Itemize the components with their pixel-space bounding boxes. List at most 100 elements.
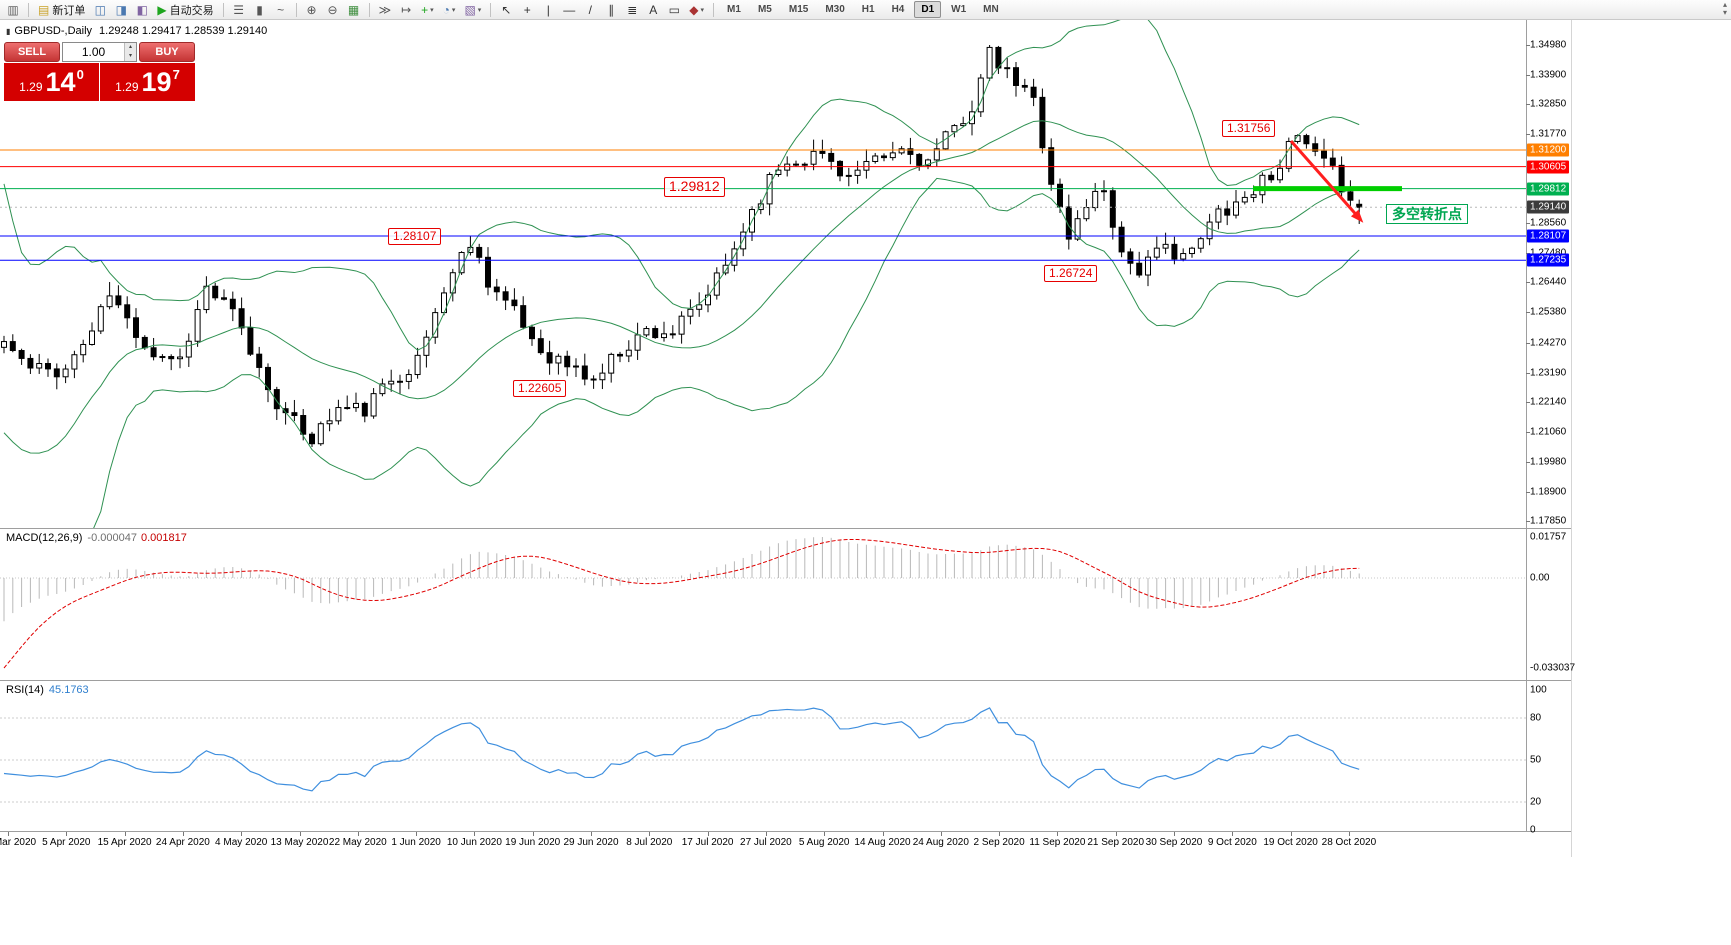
- price-axis-tickmark: [1526, 75, 1530, 76]
- panel-separator-rsi[interactable]: [0, 680, 1572, 681]
- candlestick-chart-button[interactable]: ▮: [250, 1, 270, 19]
- volume-increase-button[interactable]: ▴: [125, 43, 136, 52]
- buy-button[interactable]: BUY: [139, 42, 195, 62]
- dropdown-arrow-icon[interactable]: ▾: [477, 6, 482, 14]
- clock-icon: ◔: [442, 2, 450, 17]
- price-text-label-1.31756[interactable]: 1.31756: [1222, 120, 1276, 137]
- ask-price-big: 19: [141, 66, 172, 97]
- toolbar-separator: [28, 2, 29, 17]
- timeframe-h1-button[interactable]: H1: [861, 4, 875, 15]
- toolbar-separator: [222, 2, 224, 17]
- toolbar-scroll-control[interactable]: ▴ ▾: [1723, 1, 1727, 17]
- price-text-label-1.29812[interactable]: 1.29812: [664, 177, 725, 197]
- cursor-button[interactable]: ↖: [496, 1, 516, 19]
- rsi-axis-label: 20: [1530, 796, 1542, 808]
- scroll-up-icon[interactable]: ▴: [1722, 0, 1727, 9]
- trend-arrow-head[interactable]: [1350, 209, 1364, 223]
- chart-window-button[interactable]: ▥: [3, 1, 23, 19]
- date-axis-tickmark: [241, 832, 242, 836]
- shapes-button[interactable]: ◆ ▾: [685, 1, 708, 19]
- navigator-icon: ◧: [136, 2, 149, 17]
- price-text-label-1.26724[interactable]: 1.26724: [1044, 265, 1098, 282]
- date-axis-tickmark: [1057, 832, 1058, 836]
- timeframe-m15-button[interactable]: M15: [788, 4, 809, 15]
- date-axis-tickmark: [999, 832, 1000, 836]
- channel-button[interactable]: ∥: [601, 1, 621, 19]
- date-axis-tickmark: [183, 832, 184, 836]
- price-text-label-1.28107[interactable]: 1.28107: [388, 228, 442, 245]
- data-window-button[interactable]: ◨: [111, 1, 131, 19]
- auto-scroll-button[interactable]: ≫: [375, 1, 396, 19]
- date-axis-tickmark: [1232, 832, 1233, 836]
- zoom-in-button[interactable]: ⊕: [302, 1, 322, 19]
- macd-panel-canvas[interactable]: [0, 529, 1526, 680]
- navigator-button[interactable]: ◧: [132, 1, 152, 19]
- bar-chart-button[interactable]: ☰: [229, 1, 249, 19]
- timeframe-h4-button[interactable]: H4: [891, 4, 905, 15]
- zoom-out-button[interactable]: ⊖: [323, 1, 343, 19]
- price-text-label-1.22605[interactable]: 1.22605: [513, 380, 567, 397]
- bid-price-prefix: 1.29: [19, 80, 43, 94]
- sell-button[interactable]: SELL: [4, 42, 60, 62]
- date-axis-label: 17 Jul 2020: [681, 837, 734, 848]
- price-axis-tick: 1.22140: [1530, 396, 1567, 408]
- tile-windows-button[interactable]: ▦: [344, 1, 364, 19]
- horizontal-line-button[interactable]: —: [559, 1, 579, 19]
- date-axis-tickmark: [708, 832, 709, 836]
- price-axis-border: [1526, 20, 1527, 832]
- market-watch-button[interactable]: ◫: [90, 1, 110, 19]
- new-order-button-label: 新订单: [52, 4, 86, 17]
- templates-button[interactable]: ▧ ▾: [460, 1, 485, 19]
- line-chart-button[interactable]: ~: [271, 1, 291, 19]
- market-watch-icon: ◫: [94, 2, 107, 17]
- date-axis-label: 4 May 2020: [215, 837, 268, 848]
- trendline-button[interactable]: /: [580, 1, 600, 19]
- volume-value[interactable]: 1.00: [81, 45, 106, 59]
- date-axis-label: 19 Jun 2020: [505, 837, 561, 848]
- symbol-timeframe-text: GBPUSD-,Daily: [14, 25, 93, 37]
- panel-separator-macd[interactable]: [0, 528, 1572, 529]
- periods-button[interactable]: ◔ ▾: [439, 1, 460, 19]
- ask-price-prefix: 1.29: [115, 80, 139, 94]
- timeframe-w1-button[interactable]: W1: [951, 4, 967, 15]
- dropdown-arrow-icon[interactable]: ▾: [700, 6, 705, 14]
- volume-field[interactable]: 1.00 ▴ ▾: [62, 42, 137, 62]
- ask-price-panel[interactable]: 1.29 19 7: [100, 63, 195, 101]
- vertical-line-button[interactable]: |: [538, 1, 558, 19]
- turning-point-text-label[interactable]: 多空转折点: [1386, 204, 1468, 225]
- fibonacci-button[interactable]: ≣: [622, 1, 642, 19]
- text-button[interactable]: A: [643, 1, 663, 19]
- rsi-panel-canvas[interactable]: [0, 681, 1526, 831]
- date-axis-label: 26 Mar 2020: [0, 837, 37, 848]
- price-axis-tick: 1.33900: [1530, 69, 1567, 81]
- date-axis-tickmark: [883, 832, 884, 836]
- indicators-button[interactable]: + ▾: [417, 1, 438, 19]
- timeframe-d1-button[interactable]: D1: [914, 1, 942, 18]
- trend-arrow-object[interactable]: [1289, 140, 1362, 220]
- date-axis-label: 13 May 2020: [270, 837, 329, 848]
- dropdown-arrow-icon[interactable]: ▾: [451, 6, 456, 14]
- new-order-button[interactable]: ▤ 新订单: [34, 1, 89, 19]
- price-chart-canvas[interactable]: [0, 20, 1526, 528]
- ohlc-values: 1.29248 1.29417 1.28539 1.29140: [99, 25, 268, 37]
- date-axis-label: 5 Apr 2020: [42, 837, 91, 848]
- crosshair-icon: +: [523, 2, 531, 17]
- auto-trading-button[interactable]: ▶ 自动交易: [153, 1, 217, 19]
- timeframe-mn-button[interactable]: MN: [983, 4, 999, 15]
- label-button[interactable]: ▭: [664, 1, 684, 19]
- date-axis-tickmark: [649, 832, 650, 836]
- crosshair-button[interactable]: +: [517, 1, 537, 19]
- rsi-axis-label: 100: [1530, 684, 1547, 696]
- indicators-plus-icon: +: [421, 2, 429, 17]
- bid-price-panel[interactable]: 1.29 14 0: [4, 63, 99, 101]
- timeframe-m5-button[interactable]: M5: [757, 4, 772, 15]
- price-axis-tick: 1.27480: [1530, 248, 1566, 259]
- timeframe-m1-button[interactable]: M1: [727, 4, 741, 15]
- volume-decrease-button[interactable]: ▾: [125, 52, 136, 61]
- channel-icon: ∥: [608, 2, 615, 17]
- timeframe-m30-button[interactable]: M30: [825, 4, 845, 15]
- dropdown-arrow-icon[interactable]: ▾: [430, 6, 434, 14]
- scroll-down-icon[interactable]: ▾: [1722, 8, 1727, 17]
- chart-shift-button[interactable]: ↦: [396, 1, 416, 19]
